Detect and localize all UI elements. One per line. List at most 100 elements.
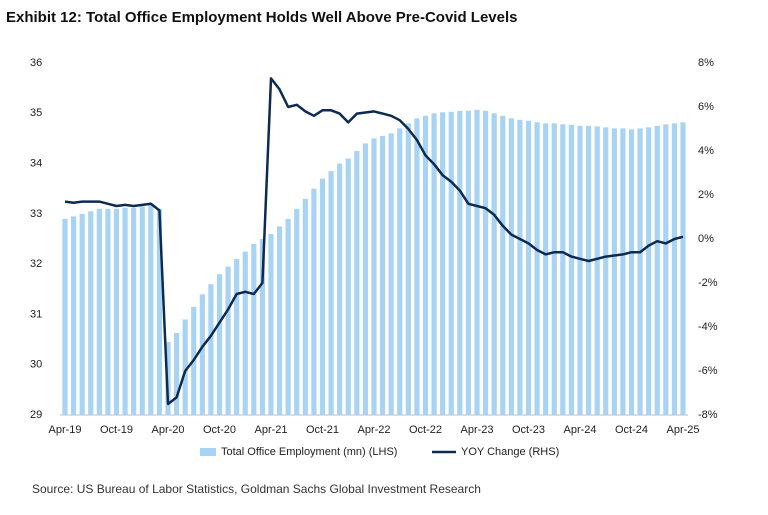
bar [440,112,446,415]
bar [500,115,506,416]
y-tick-label: 29 [30,409,42,421]
x-tick-label: Oct-19 [100,424,133,436]
bar [311,188,317,415]
x-tick-label: Apr-21 [254,424,287,436]
bar [345,158,351,416]
bar [182,319,188,415]
y-tick-label: 34 [30,157,42,169]
bar [337,163,343,415]
bar [276,226,283,415]
bar [388,133,394,415]
bar [294,208,300,415]
x-tick-label: Oct-22 [409,424,442,436]
bar [611,128,617,415]
y2-tick-label: -2% [698,277,718,289]
legend-label: Total Office Employment (mn) (LHS) [221,446,397,458]
bar [362,143,369,415]
x-tick-label: Oct-23 [512,424,545,436]
bar [148,204,154,415]
bar [465,110,472,416]
bar [62,218,68,415]
bar [96,208,102,415]
y-tick-label: 31 [30,308,42,320]
bar [663,124,669,415]
bar [543,123,549,415]
bar [259,239,266,415]
y-tick-label: 32 [30,258,42,270]
bar [603,127,609,415]
chart-title: Exhibit 12: Total Office Employment Hold… [6,9,518,26]
y2-tick-label: 6% [698,101,714,113]
y2-tick-label: -4% [698,321,718,333]
bar [371,138,377,415]
y2-tick-label: 0% [698,233,714,245]
bar [105,208,111,415]
bar [560,124,566,415]
bar [328,171,334,415]
y2-tick-label: 4% [698,145,714,157]
bar [508,118,514,416]
x-tick-label: Apr-24 [563,424,596,436]
bar [131,207,137,415]
y2-tick-label: 2% [698,189,714,201]
bar [585,125,592,415]
bar [448,111,454,415]
legend-swatch [200,448,216,456]
bar [568,124,575,415]
bar [139,206,145,415]
bar [268,233,274,415]
bar [474,109,480,415]
bar [680,122,686,415]
bar [88,211,94,415]
bar [242,251,248,415]
bar [251,244,257,415]
legend-label: YOY Change (RHS) [461,446,559,458]
bar [208,284,214,415]
bar [628,129,635,415]
x-tick-label: Oct-21 [306,424,339,436]
bar [216,274,223,415]
bar [525,120,532,415]
bar [199,294,205,415]
bar [577,125,583,415]
bar [225,266,231,415]
bar [620,128,626,415]
bar [646,127,652,415]
y2-tick-label: 8% [698,57,714,69]
y2-tick-label: -6% [698,365,718,377]
bar [79,213,85,415]
bar [354,151,360,415]
source: Source: US Bureau of Labor Statistics, G… [32,482,481,496]
bar [405,123,411,415]
y-tick-label: 36 [30,57,42,69]
bar [414,118,420,416]
x-tick-label: Oct-20 [203,424,236,436]
bar [654,125,660,415]
bar [551,123,557,415]
bar [156,208,163,415]
x-tick-label: Apr-19 [48,424,81,436]
bar [482,110,489,416]
y-tick-label: 35 [30,107,42,119]
bar [234,259,240,415]
bar [637,128,643,415]
bar [534,122,540,415]
bar [397,128,403,415]
bar [379,135,386,415]
x-tick-label: Apr-20 [151,424,184,436]
bar [122,207,128,415]
bar [113,208,120,415]
bar [319,178,326,415]
bar [457,110,463,416]
bar [594,126,600,416]
x-tick-label: Apr-23 [460,424,493,436]
bar [431,113,437,416]
line [64,77,684,406]
bar [491,113,497,416]
bar [70,216,77,415]
y-tick-label: 30 [30,359,42,371]
x-tick-label: Apr-25 [666,424,699,436]
bar [517,119,523,415]
bar [173,333,180,415]
